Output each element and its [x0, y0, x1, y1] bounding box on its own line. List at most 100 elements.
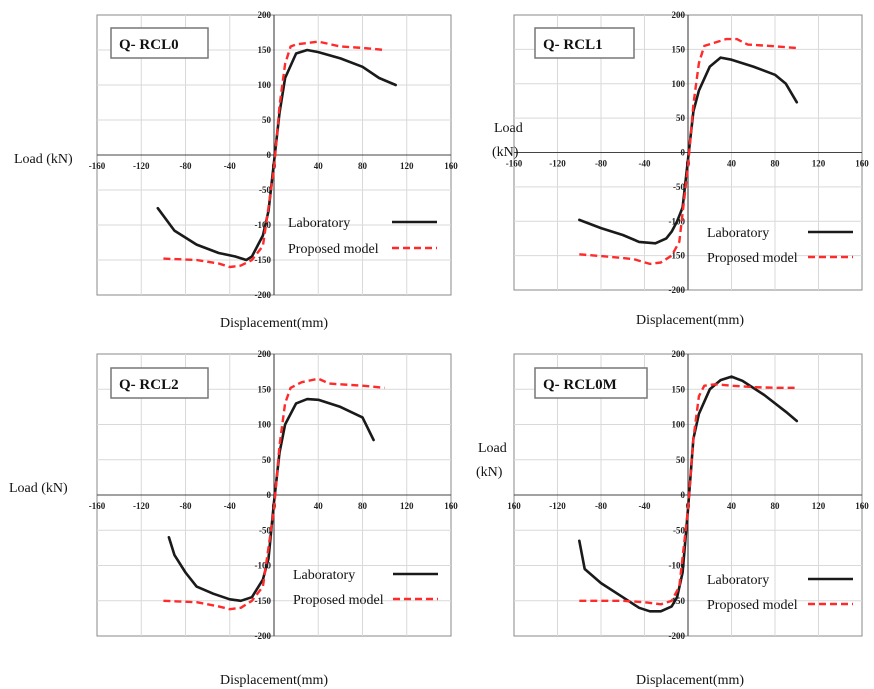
x-tick-label: 80: [771, 501, 781, 511]
x-tick-label: -80: [595, 159, 607, 169]
y-tick-label: 50: [262, 115, 272, 125]
chart-panel-3: -160 -120 -80 -40 0 40 80 120 160 -200 -150 -100 -50…: [9, 349, 458, 688]
y-tick-label: -100: [255, 561, 272, 571]
x-axis-label: Displacement(mm): [636, 313, 744, 328]
y-tick-label: -50: [259, 525, 271, 535]
series-line-proposed-model: [163, 40, 385, 269]
y-axis-label: Load: [494, 121, 523, 136]
legend: Laboratory Proposed model: [288, 216, 437, 257]
y-tick-label: 200: [672, 349, 686, 359]
y-tick-label: -200: [669, 285, 686, 295]
x-tick-label: 120: [400, 501, 414, 511]
x-tick-label: 160: [444, 161, 458, 171]
y-tick-label: 150: [258, 45, 272, 55]
legend-label: Laboratory: [707, 573, 769, 588]
legend-label: Laboratory: [288, 216, 350, 231]
x-tick-label: 160: [507, 501, 521, 511]
x-tick-label: -80: [180, 501, 192, 511]
y-tick-label: -50: [673, 182, 685, 192]
panel-title-box: [534, 367, 648, 399]
x-tick-label: 40: [314, 501, 324, 511]
chart-panel-4: 160 -120 -80 -40 0 40 80 120 160-200-150-100-500…: [476, 349, 869, 688]
legend-label: Laboratory: [707, 226, 769, 241]
series-line-laboratory: [167, 397, 375, 603]
legend-label: Laboratory: [293, 568, 355, 583]
x-tick-label: -80: [180, 161, 192, 171]
legend: Laboratory Proposed model: [707, 226, 853, 266]
y-tick-label: -50: [259, 185, 271, 195]
x-tick-label: 40: [727, 159, 737, 169]
y-tick-label: 100: [258, 420, 272, 430]
y-tick-label: 200: [258, 10, 272, 20]
x-axis-label: Displacement(mm): [220, 316, 328, 331]
x-tick-label: 160: [444, 501, 458, 511]
panel-title: Q- RCL0M: [543, 377, 617, 393]
x-tick-label: -120: [549, 159, 566, 169]
y-tick-label: 100: [672, 79, 686, 89]
legend-label: Proposed model: [707, 251, 798, 266]
legend: Laboratory Proposed model: [293, 568, 438, 608]
panel-title: Q- RCL2: [119, 377, 179, 393]
y-tick-label: -100: [255, 220, 272, 230]
x-tick-label: 160: [855, 501, 869, 511]
y-tick-label: -150: [669, 596, 686, 606]
legend: Laboratory Proposed model: [707, 573, 853, 613]
panel-title-box: [110, 367, 209, 399]
x-tick-label: -120: [133, 501, 150, 511]
y-tick-label: -50: [673, 525, 685, 535]
y-tick-label: 0: [681, 490, 686, 500]
y-tick-label: 100: [258, 80, 272, 90]
x-tick-label: -40: [639, 159, 651, 169]
legend-label: Proposed model: [707, 598, 798, 613]
y-tick-label: 50: [676, 455, 686, 465]
chart-panel-1: -160 -120 -80 -40 0 40 80 120 160 -200 -150 -100 -50…: [14, 10, 458, 331]
x-tick-label: 40: [727, 501, 737, 511]
y-tick-label: 50: [676, 113, 686, 123]
x-tick-label: -40: [224, 501, 236, 511]
y-tick-label: -150: [255, 596, 272, 606]
x-tick-label: 40: [314, 161, 324, 171]
x-tick-label: -40: [224, 161, 236, 171]
legend-label: Proposed model: [293, 593, 384, 608]
y-tick-label: 100: [672, 420, 686, 430]
panel-title: Q- RCL1: [543, 37, 603, 53]
x-tick-label: 120: [812, 159, 826, 169]
y-tick-label: -100: [669, 561, 686, 571]
y-tick-label: -200: [669, 631, 686, 641]
y-tick-label: -200: [255, 631, 272, 641]
series-line-proposed-model: [579, 37, 797, 266]
y-tick-label: -200: [255, 290, 272, 300]
x-tick-label: -160: [506, 159, 523, 169]
x-tick-label: 80: [771, 159, 781, 169]
y-tick-label: 200: [672, 10, 686, 20]
series-line-laboratory: [578, 56, 799, 245]
panel-title-box: [110, 27, 209, 59]
y-tick-label: 200: [258, 349, 272, 359]
x-tick-label: -120: [549, 501, 566, 511]
panel-title-box: [534, 27, 635, 59]
y-tick-label: 0: [267, 490, 272, 500]
x-tick-label: 120: [812, 501, 826, 511]
y-axis-label: Load (kN): [14, 152, 73, 167]
x-axis-label: Displacement(mm): [636, 673, 744, 688]
y-tick-label: 0: [681, 148, 686, 158]
panel-title: Q- RCL0: [119, 37, 179, 53]
y-tick-label: -150: [669, 251, 686, 261]
y-tick-label: 150: [258, 384, 272, 394]
legend-label: Proposed model: [288, 242, 379, 257]
series-line-proposed-model: [163, 377, 385, 611]
y-axis-label: Load: [478, 441, 507, 456]
y-tick-label: 150: [672, 44, 686, 54]
x-tick-label: 80: [358, 161, 368, 171]
y-tick-label: 50: [262, 455, 272, 465]
chart-panel-2: -160 -120 -80 -40 0 40 80 120 160-200-150-100-50…: [492, 10, 869, 328]
x-tick-label: -40: [639, 501, 651, 511]
x-tick-label: -120: [133, 161, 150, 171]
y-tick-label: 0: [267, 150, 272, 160]
y-axis-label-unit: (kN): [492, 145, 519, 160]
x-axis-label: Displacement(mm): [220, 673, 328, 688]
x-tick-label: -80: [595, 501, 607, 511]
x-tick-label: 120: [400, 161, 414, 171]
y-tick-label: -150: [255, 255, 272, 265]
